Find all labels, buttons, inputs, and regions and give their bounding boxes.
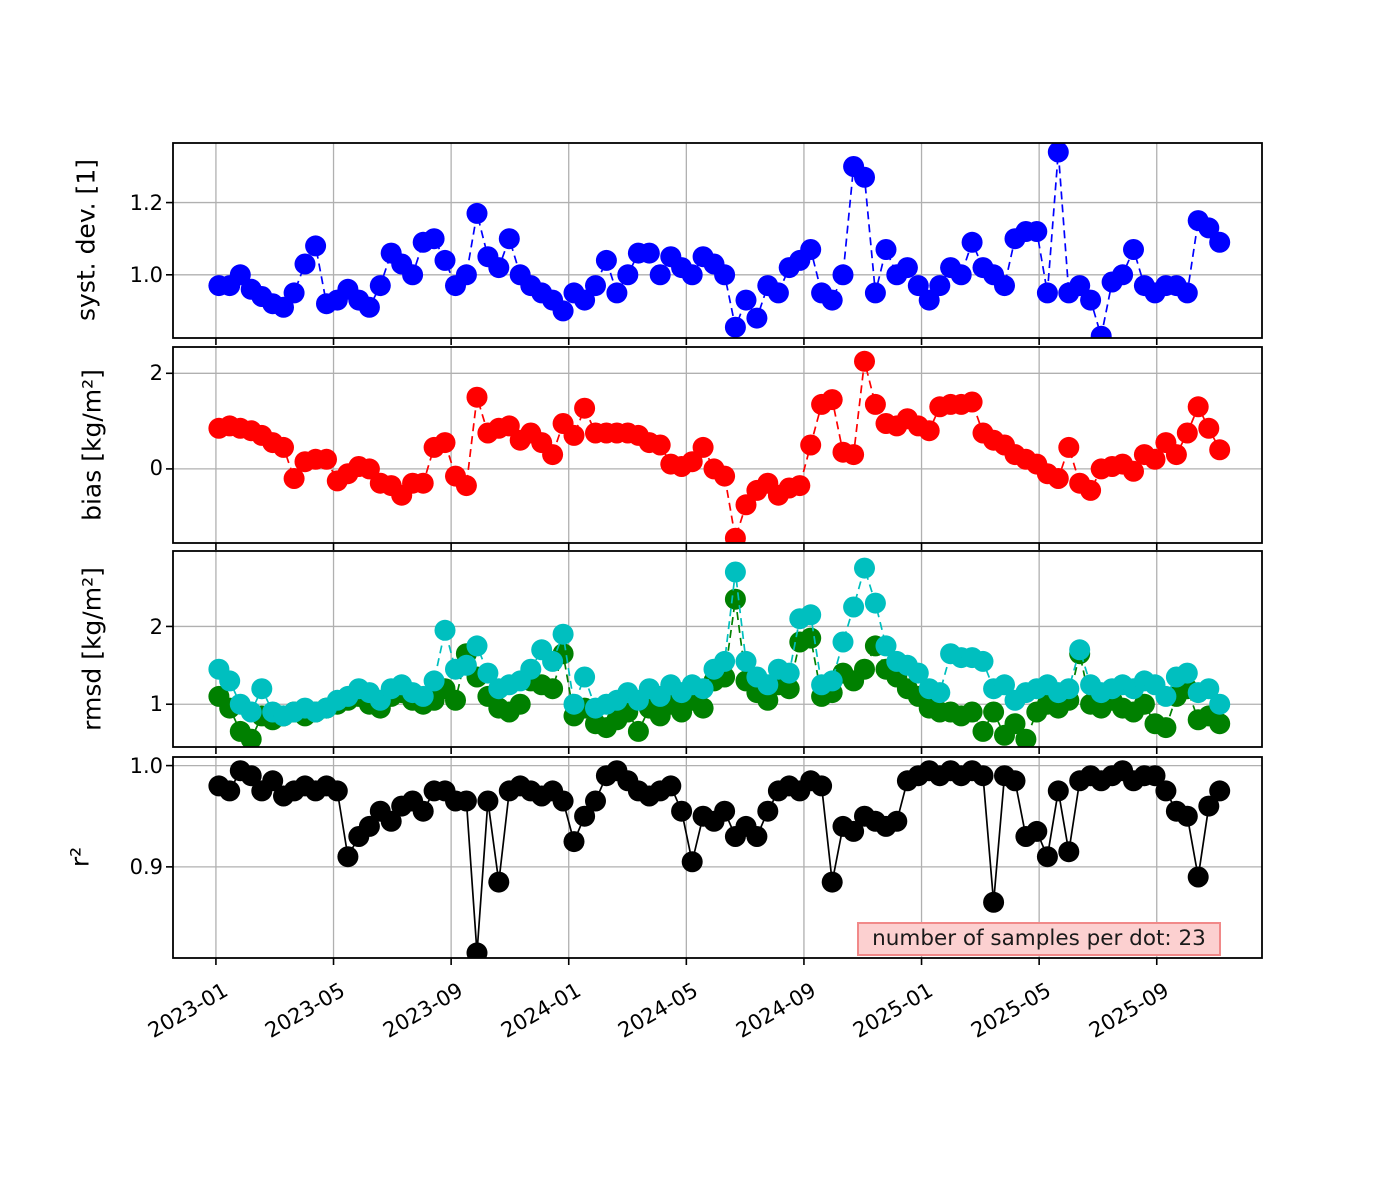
y-tick-bias-2: 2 bbox=[149, 361, 163, 385]
samples-annotation: number of samples per dot: 23 bbox=[857, 922, 1221, 956]
y-tick-rmsd-2: 2 bbox=[149, 615, 163, 639]
y-tick-r2-0-9: 0.9 bbox=[129, 855, 163, 879]
y-axis-label-bias: bias [kg/m²] bbox=[77, 369, 107, 521]
y-tick-systdev-1-2: 1.2 bbox=[129, 191, 163, 215]
y-axis-label-syst-dev: syst. dev. [1] bbox=[71, 159, 101, 321]
y-tick-systdev-1-0: 1.0 bbox=[129, 263, 163, 287]
y-tick-bias-0: 0 bbox=[149, 456, 163, 480]
y-tick-rmsd-1: 1 bbox=[149, 692, 163, 716]
y-tick-r2-1-0: 1.0 bbox=[129, 754, 163, 778]
